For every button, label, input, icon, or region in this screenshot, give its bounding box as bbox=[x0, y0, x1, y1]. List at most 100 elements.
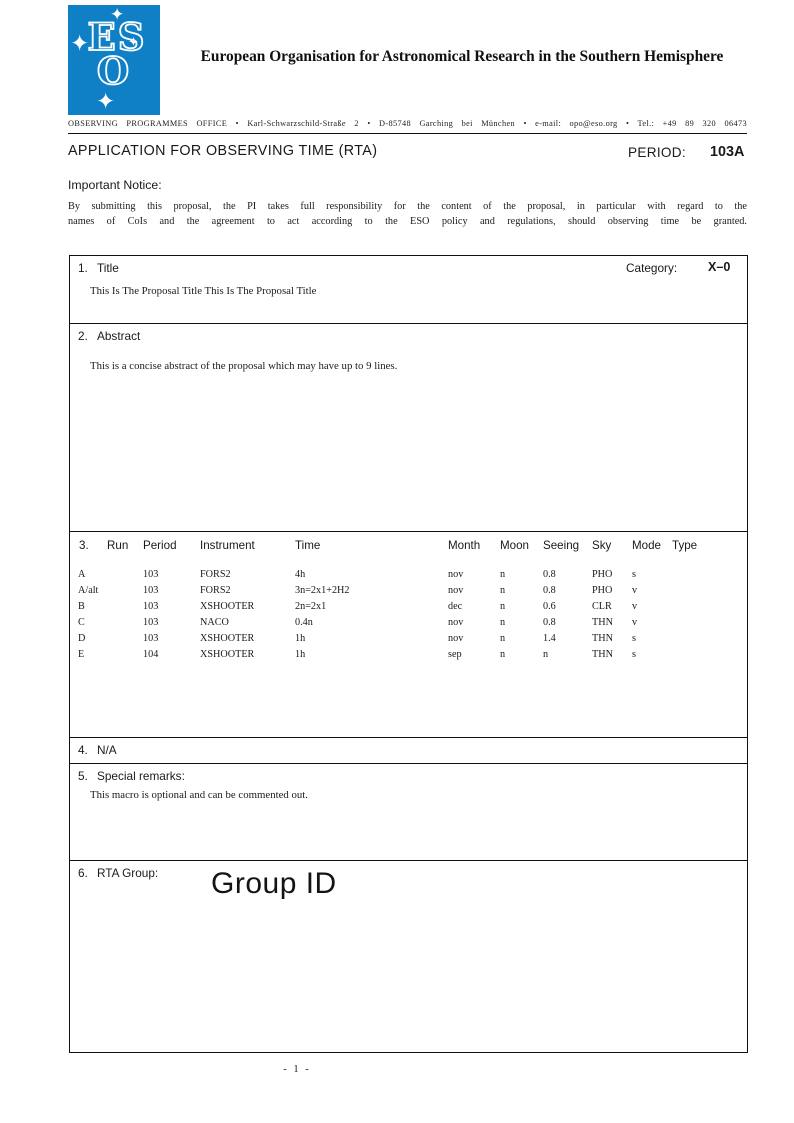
section-runs: 3. Run Period Instrument Time Month Moon… bbox=[70, 532, 747, 738]
runs-table-header: 3. Run Period Instrument Time Month Moon… bbox=[70, 539, 747, 553]
section-number: 4. bbox=[78, 743, 88, 757]
office-address-line: OBSERVING PROGRAMMES OFFICE • Karl-Schwa… bbox=[68, 119, 747, 128]
cell-time: 0.4n bbox=[295, 617, 313, 628]
cell-period: 103 bbox=[143, 585, 159, 596]
cell-seeing: n bbox=[543, 649, 549, 660]
section-abstract: 2. Abstract This is a concise abstract o… bbox=[70, 324, 747, 532]
cell-run: E bbox=[78, 649, 85, 660]
cell-time: 1h bbox=[295, 633, 306, 644]
column-header-month: Month bbox=[448, 539, 481, 552]
column-header-mode: Mode bbox=[632, 539, 662, 552]
category-value: X–0 bbox=[708, 260, 731, 274]
table-row: A 103 FORS2 4h nov n 0.8 PHO s bbox=[70, 569, 747, 583]
period-label: PERIOD: bbox=[628, 145, 686, 160]
section-label: Abstract bbox=[97, 329, 141, 343]
header-divider bbox=[68, 133, 747, 135]
section-number: 3. bbox=[79, 539, 89, 552]
cell-instrument: FORS2 bbox=[200, 569, 231, 580]
page-number: - 1 - bbox=[283, 1064, 311, 1075]
cell-seeing: 0.8 bbox=[543, 569, 556, 580]
cell-time: 4h bbox=[295, 569, 306, 580]
cell-instrument: XSHOOTER bbox=[200, 633, 255, 644]
cell-run: B bbox=[78, 601, 85, 612]
cell-month: nov bbox=[448, 569, 464, 580]
cell-period: 103 bbox=[143, 569, 159, 580]
notice-line-1: By submitting this proposal, the PI take… bbox=[68, 201, 747, 212]
cell-mode: s bbox=[632, 633, 636, 644]
cell-seeing: 1.4 bbox=[543, 633, 556, 644]
cell-instrument: FORS2 bbox=[200, 585, 231, 596]
abstract-text: This is a concise abstract of the propos… bbox=[90, 360, 398, 372]
rta-group-id-text: Group ID bbox=[211, 867, 337, 900]
important-notice-label: Important Notice: bbox=[68, 178, 162, 192]
cell-moon: n bbox=[500, 569, 506, 580]
cell-period: 103 bbox=[143, 617, 159, 628]
table-row: E 104 XSHOOTER 1h sep n n THN s bbox=[70, 649, 747, 663]
section-na: 4. N/A bbox=[70, 738, 747, 764]
table-row: A/alt 103 FORS2 3n=2x1+2H2 nov n 0.8 PHO… bbox=[70, 585, 747, 599]
cell-month: nov bbox=[448, 585, 464, 596]
cell-month: nov bbox=[448, 617, 464, 628]
eso-logo-letter-o: O bbox=[96, 48, 132, 94]
cell-time: 1h bbox=[295, 649, 306, 660]
cell-seeing: 0.8 bbox=[543, 585, 556, 596]
important-notice-text: By submitting this proposal, the PI take… bbox=[68, 199, 747, 229]
section-label: Special remarks: bbox=[97, 769, 185, 783]
cell-month: dec bbox=[448, 601, 463, 612]
cell-run: A/alt bbox=[78, 585, 99, 596]
cell-sky: THN bbox=[592, 617, 613, 628]
application-title: APPLICATION FOR OBSERVING TIME (RTA) bbox=[68, 143, 378, 159]
cell-mode: v bbox=[632, 617, 638, 628]
cell-sky: THN bbox=[592, 649, 613, 660]
section-title: 1. Title Category: X–0 This Is The Propo… bbox=[70, 256, 747, 324]
star-icon: ✦ bbox=[96, 89, 116, 115]
star-icon: ✦ bbox=[128, 35, 139, 50]
cell-sky: THN bbox=[592, 633, 613, 644]
table-row: D 103 XSHOOTER 1h nov n 1.4 THN s bbox=[70, 633, 747, 647]
section-label: Title bbox=[97, 261, 119, 275]
section-number: 5. bbox=[78, 769, 88, 783]
table-row: C 103 NACO 0.4n nov n 0.8 THN v bbox=[70, 617, 747, 631]
column-header-moon: Moon bbox=[500, 539, 530, 552]
cell-period: 103 bbox=[143, 601, 159, 612]
cell-seeing: 0.6 bbox=[543, 601, 556, 612]
section-remarks: 5. Special remarks: This macro is option… bbox=[70, 764, 747, 861]
cell-instrument: NACO bbox=[200, 617, 229, 628]
section-label: N/A bbox=[97, 743, 117, 757]
cell-seeing: 0.8 bbox=[543, 617, 556, 628]
cell-run: D bbox=[78, 633, 86, 644]
cell-sky: CLR bbox=[592, 601, 612, 612]
star-icon: ✦ bbox=[70, 31, 90, 57]
cell-time: 3n=2x1+2H2 bbox=[295, 585, 350, 596]
section-number: 2. bbox=[78, 329, 88, 343]
cell-run: C bbox=[78, 617, 85, 628]
notice-line-2: names of CoIs and the agreement to act a… bbox=[68, 216, 747, 228]
cell-sky: PHO bbox=[592, 585, 613, 596]
section-number: 6. bbox=[78, 866, 88, 880]
column-header-period: Period bbox=[143, 539, 177, 552]
cell-instrument: XSHOOTER bbox=[200, 601, 255, 612]
remarks-text: This macro is optional and can be commen… bbox=[90, 789, 308, 801]
proposal-form: 1. Title Category: X–0 This Is The Propo… bbox=[69, 255, 748, 1053]
section-number: 1. bbox=[78, 261, 88, 275]
cell-period: 104 bbox=[143, 649, 159, 660]
table-row: B 103 XSHOOTER 2n=2x1 dec n 0.6 CLR v bbox=[70, 601, 747, 615]
cell-mode: s bbox=[632, 649, 636, 660]
cell-run: A bbox=[78, 569, 86, 580]
cell-moon: n bbox=[500, 601, 506, 612]
eso-logo-letters-es: ES bbox=[87, 14, 147, 60]
cell-instrument: XSHOOTER bbox=[200, 649, 255, 660]
cell-period: 103 bbox=[143, 633, 159, 644]
organisation-name: European Organisation for Astronomical R… bbox=[200, 48, 724, 65]
section-rta-group: 6. RTA Group: Group ID bbox=[70, 861, 747, 1054]
cell-mode: s bbox=[632, 569, 636, 580]
cell-moon: n bbox=[500, 649, 506, 660]
cell-time: 2n=2x1 bbox=[295, 601, 327, 612]
star-icon: ✦ bbox=[110, 5, 125, 25]
cell-mode: v bbox=[632, 585, 638, 596]
category-label: Category: bbox=[626, 261, 678, 275]
cell-month: nov bbox=[448, 633, 464, 644]
cell-mode: v bbox=[632, 601, 638, 612]
cell-moon: n bbox=[500, 633, 506, 644]
